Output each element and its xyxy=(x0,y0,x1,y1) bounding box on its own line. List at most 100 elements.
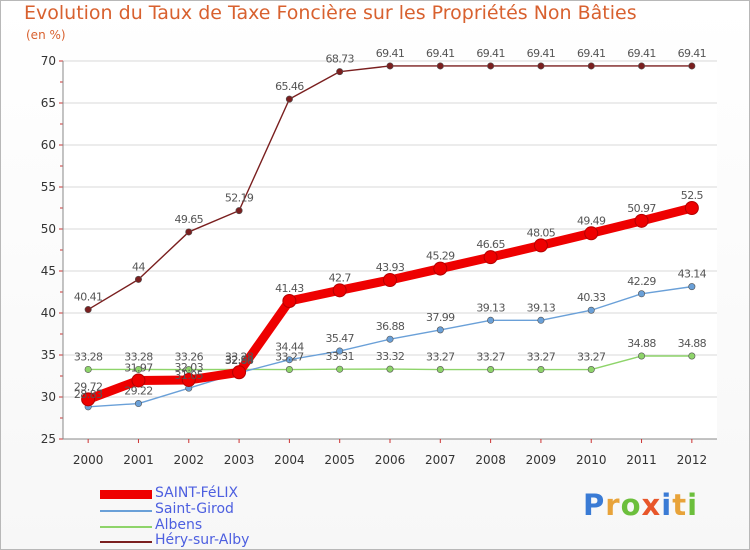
data-label-h-ry-sur-alby-2003: 52.19 xyxy=(225,192,254,205)
data-label-h-ry-sur-alby-2008: 69.41 xyxy=(476,47,505,60)
data-label-albens-2009: 33.27 xyxy=(527,351,556,364)
data-label-h-ry-sur-alby-2006: 69.41 xyxy=(376,47,405,60)
legend-swatch-albens xyxy=(100,526,152,528)
x-tick-label-2010: 2010 xyxy=(576,453,607,467)
point-saint-girod-2004 xyxy=(285,356,293,364)
point-saint-girod-2010 xyxy=(587,306,595,314)
x-tick-label-2002: 2002 xyxy=(173,453,204,467)
data-label-saint-girod-2010: 40.33 xyxy=(577,291,606,304)
data-label-saint-girod-2001: 29.22 xyxy=(124,385,153,398)
y-tick-label-35: 35 xyxy=(41,348,56,362)
data-label-h-ry-sur-alby-2010: 69.41 xyxy=(577,47,606,60)
legend-item-hery-sur-alby: Héry-sur-Alby xyxy=(100,532,400,550)
data-label-saint-f-lix-2004: 41.43 xyxy=(275,282,304,295)
x-tick-label-2008: 2008 xyxy=(475,453,506,467)
legend-swatch-hery-sur-alby xyxy=(100,541,152,543)
x-tick-label-2012: 2012 xyxy=(677,453,708,467)
data-label-h-ry-sur-alby-2005: 68.73 xyxy=(325,53,354,66)
point-saint-girod-2008 xyxy=(487,316,495,324)
data-label-albens-2008: 33.27 xyxy=(476,351,505,364)
x-tick-label-2001: 2001 xyxy=(123,453,154,467)
x-tick-label-2007: 2007 xyxy=(425,453,456,467)
data-label-albens-2007: 33.27 xyxy=(426,351,455,364)
y-tick-label-40: 40 xyxy=(41,306,56,320)
point-albens-2008 xyxy=(487,366,495,374)
data-label-albens-2005: 33.31 xyxy=(325,350,354,363)
data-label-h-ry-sur-alby-2009: 69.41 xyxy=(527,47,556,60)
data-label-saint-girod-2005: 35.47 xyxy=(325,332,354,345)
data-label-saint-f-lix-2000: 29.72 xyxy=(74,380,103,393)
point-albens-2007 xyxy=(436,366,444,374)
point-albens-2010 xyxy=(587,366,595,374)
y-tick-label-45: 45 xyxy=(41,264,56,278)
point-saint-girod-2006 xyxy=(386,335,394,343)
chart-title: Evolution du Taux de Taxe Foncière sur l… xyxy=(24,2,637,24)
point-h-ry-sur-alby-2001 xyxy=(134,275,142,283)
legend-label-saint-girod: Saint-Girod xyxy=(155,501,234,517)
data-label-saint-f-lix-2003: 32.94 xyxy=(225,353,254,366)
point-albens-2005 xyxy=(336,365,344,373)
data-label-saint-girod-2004: 34.44 xyxy=(275,341,304,354)
legend-swatch-saint-girod xyxy=(100,510,152,512)
logo-letter: i xyxy=(687,488,699,522)
point-albens-2006 xyxy=(386,365,394,373)
point-saint-f-lix-2007 xyxy=(433,261,448,276)
point-saint-f-lix-2002 xyxy=(181,372,196,387)
data-label-saint-f-lix-2011: 50.97 xyxy=(627,202,656,215)
legend-item-saint-felix: SAINT-FéLIX xyxy=(100,485,400,503)
data-label-albens-2001: 33.28 xyxy=(124,350,153,363)
point-albens-2004 xyxy=(285,366,293,374)
point-h-ry-sur-alby-2000 xyxy=(84,306,92,314)
point-saint-f-lix-2003 xyxy=(232,365,247,380)
data-label-h-ry-sur-alby-2002: 49.65 xyxy=(175,213,204,226)
data-label-h-ry-sur-alby-2011: 69.41 xyxy=(627,47,656,60)
data-label-saint-girod-2006: 36.88 xyxy=(376,320,405,333)
logo-letter: o xyxy=(620,488,642,522)
point-h-ry-sur-alby-2009 xyxy=(537,62,545,70)
point-h-ry-sur-alby-2010 xyxy=(587,62,595,70)
data-label-h-ry-sur-alby-2004: 65.46 xyxy=(275,80,304,93)
data-label-saint-f-lix-2002: 32.03 xyxy=(175,361,204,374)
proxiti-logo: Proxiti xyxy=(583,488,698,522)
point-saint-f-lix-2001 xyxy=(131,373,146,388)
y-tick-label-55: 55 xyxy=(41,180,56,194)
logo-letter: t xyxy=(672,488,688,522)
x-tick-label-2006: 2006 xyxy=(375,453,406,467)
data-label-albens-2012: 34.88 xyxy=(678,337,707,350)
point-h-ry-sur-alby-2003 xyxy=(235,207,243,215)
data-label-albens-2004: 33.27 xyxy=(275,351,304,364)
x-tick-label-2009: 2009 xyxy=(526,453,557,467)
point-h-ry-sur-alby-2011 xyxy=(638,62,646,70)
data-label-saint-girod-2003: 32.88 xyxy=(225,354,254,367)
data-label-saint-f-lix-2008: 46.65 xyxy=(476,238,505,251)
data-label-saint-f-lix-2006: 43.93 xyxy=(376,261,405,274)
logo-letter: i xyxy=(661,488,673,522)
point-h-ry-sur-alby-2008 xyxy=(487,62,495,70)
point-albens-2000 xyxy=(84,365,92,373)
point-saint-f-lix-2000 xyxy=(81,392,96,407)
data-label-saint-girod-2000: 28.83 xyxy=(74,388,103,401)
chart-subtitle: (en %) xyxy=(26,28,66,42)
legend-swatch-saint-felix xyxy=(100,490,152,499)
point-saint-f-lix-2009 xyxy=(533,238,548,253)
x-tick-label-2011: 2011 xyxy=(626,453,657,467)
point-albens-2011 xyxy=(638,352,646,360)
data-label-saint-girod-2002: 31.05 xyxy=(175,369,204,382)
data-label-saint-f-lix-2001: 31.97 xyxy=(124,361,153,374)
y-tick-label-60: 60 xyxy=(41,138,56,152)
point-saint-girod-2007 xyxy=(436,326,444,334)
data-label-saint-f-lix-2005: 42.7 xyxy=(329,271,352,284)
data-label-saint-girod-2011: 42.29 xyxy=(627,275,656,288)
y-tick-label-65: 65 xyxy=(41,96,56,110)
point-saint-girod-2001 xyxy=(134,400,142,408)
point-albens-2002 xyxy=(185,366,193,374)
legend-label-hery-sur-alby: Héry-sur-Alby xyxy=(155,532,250,548)
y-tick-label-25: 25 xyxy=(41,432,56,446)
data-label-saint-f-lix-2009: 48.05 xyxy=(527,226,556,239)
x-tick-label-2004: 2004 xyxy=(274,453,305,467)
point-saint-girod-2009 xyxy=(537,316,545,324)
point-saint-f-lix-2011 xyxy=(634,213,649,228)
point-h-ry-sur-alby-2006 xyxy=(386,62,394,70)
data-label-saint-girod-2007: 37.99 xyxy=(426,311,455,324)
